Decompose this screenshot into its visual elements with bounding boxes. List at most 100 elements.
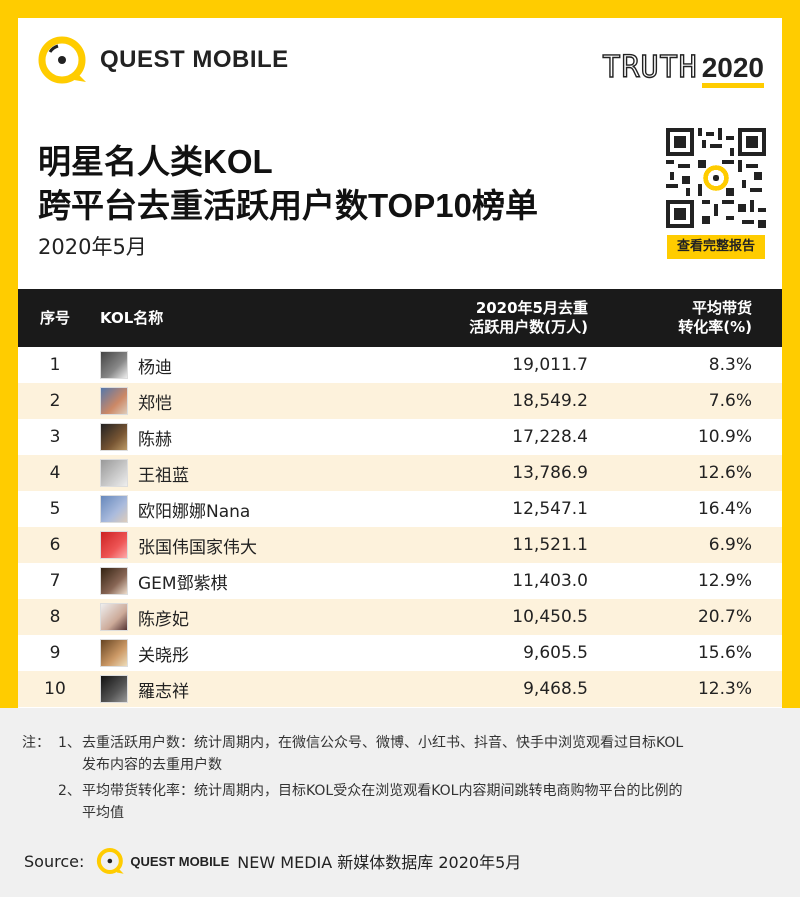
page-title: 明星名人类KOL 跨平台去重活跃用户数TOP10榜单	[38, 140, 538, 228]
kol-name: 郑恺	[138, 393, 172, 414]
kol-ranking-table: 序号 KOL名称 2020年5月去重 活跃用户数(万人) 平均带货 转化率(%)…	[18, 289, 782, 707]
avatar	[100, 675, 128, 703]
table-header-row: 序号 KOL名称 2020年5月去重 活跃用户数(万人) 平均带货 转化率(%)	[18, 289, 782, 347]
rate-cell: 6.9%	[708, 535, 752, 555]
table-row: 9 关晓彤 9,605.5 15.6%	[18, 635, 782, 671]
rank-cell: 9	[49, 643, 61, 663]
note-2-line-1: 平均带货转化率：统计周期内，目标KOL受众在浏览观看KOL内容期间跳转电商购物平…	[82, 783, 683, 799]
avatar	[100, 639, 128, 667]
avatar	[100, 351, 128, 379]
users-cell: 19,011.7	[512, 355, 588, 375]
rate-cell: 15.6%	[697, 643, 752, 663]
rate-cell: 12.3%	[697, 679, 752, 699]
quest-mobile-logo: QUEST MOBILE	[38, 34, 289, 86]
avatar	[100, 567, 128, 595]
notes-section: 注： 1、 去重活跃用户数：统计周期内，在微信公众号、微博、小红书、抖音、快手中…	[0, 708, 800, 897]
name-cell: GEM鄧紫棋	[92, 563, 422, 599]
source-database: NEW MEDIA 新媒体数据库 2020年5月	[237, 853, 522, 872]
table-row: 1 杨迪 19,011.7 8.3%	[18, 347, 782, 383]
page-subtitle: 2020年5月	[38, 235, 147, 259]
users-cell: 18,549.2	[512, 391, 588, 411]
title-line-1: 明星名人类KOL	[38, 143, 273, 180]
note-1-number: 1、	[58, 735, 81, 751]
name-cell: 郑恺	[92, 383, 422, 419]
source-line: Source: QUEST MOBILE NEW MEDIA 新媒体数据库 20…	[24, 846, 521, 876]
truth-word: TRUTH	[602, 49, 698, 85]
rank-cell: 3	[49, 427, 61, 447]
kol-name: 陈赫	[138, 429, 172, 450]
kol-name: 张国伟国家伟大	[138, 537, 257, 558]
kol-name: 杨迪	[138, 357, 172, 378]
rate-cell: 16.4%	[697, 499, 752, 519]
kol-name: 欧阳娜娜Nana	[138, 501, 251, 522]
table-row: 7 GEM鄧紫棋 11,403.0 12.9%	[18, 563, 782, 599]
users-cell: 13,786.9	[512, 463, 588, 483]
table-row: 2 郑恺 18,549.2 7.6%	[18, 383, 782, 419]
name-cell: 羅志祥	[92, 671, 422, 707]
kol-name: GEM鄧紫棋	[138, 573, 228, 594]
note-2-line-2: 平均值	[82, 805, 124, 821]
header-users-line-1: 2020年5月去重	[475, 299, 588, 317]
source-logo-text: QUEST MOBILE	[130, 853, 230, 869]
logo-text: QUEST MOBILE	[100, 46, 289, 73]
table-row: 4 王祖蓝 13,786.9 12.6%	[18, 455, 782, 491]
rank-cell: 1	[49, 355, 61, 375]
rank-cell: 7	[49, 571, 61, 591]
header-rate-line-2: 转化率(%)	[678, 318, 752, 336]
table-row: 5 欧阳娜娜Nana 12,547.1 16.4%	[18, 491, 782, 527]
view-full-report-button[interactable]: 查看完整报告	[667, 235, 765, 259]
name-cell: 陈彦妃	[92, 599, 422, 635]
title-line-2: 跨平台去重活跃用户数TOP10榜单	[38, 187, 538, 224]
rate-cell: 20.7%	[697, 607, 752, 627]
users-cell: 9,605.5	[523, 643, 588, 663]
rate-cell: 7.6%	[708, 391, 752, 411]
rank-cell: 5	[49, 499, 61, 519]
users-cell: 12,547.1	[512, 499, 588, 519]
name-cell: 王祖蓝	[92, 455, 422, 491]
rank-cell: 8	[49, 607, 61, 627]
users-cell: 10,450.5	[512, 607, 588, 627]
truth-year: 2020	[701, 53, 764, 88]
table-row: 10 羅志祥 9,468.5 12.3%	[18, 671, 782, 707]
rank-cell: 6	[49, 535, 61, 555]
avatar	[100, 387, 128, 415]
users-cell: 9,468.5	[523, 679, 588, 699]
header-users-line-2: 活跃用户数(万人)	[469, 318, 588, 336]
header-rank: 序号	[39, 308, 70, 327]
users-cell: 17,228.4	[512, 427, 588, 447]
notes-prefix: 注：	[22, 735, 50, 751]
note-2-number: 2、	[58, 783, 81, 799]
quest-mobile-logo-icon	[38, 36, 86, 84]
name-cell: 关晓彤	[92, 635, 422, 671]
kol-name: 羅志祥	[138, 681, 189, 702]
rank-cell: 10	[44, 679, 66, 699]
rank-cell: 4	[49, 463, 61, 483]
avatar	[100, 531, 128, 559]
avatar	[100, 459, 128, 487]
name-cell: 张国伟国家伟大	[92, 527, 422, 563]
header-rate-line-1: 平均带货	[691, 299, 752, 317]
rank-cell: 2	[49, 391, 61, 411]
header-rate: 平均带货 转化率(%)	[602, 289, 782, 347]
users-cell: 11,521.1	[512, 535, 588, 555]
avatar	[100, 495, 128, 523]
quest-mobile-small-logo-icon	[97, 848, 125, 874]
table-row: 3 陈赫 17,228.4 10.9%	[18, 419, 782, 455]
source-label: Source:	[24, 851, 85, 871]
note-1-line-2: 发布内容的去重用户数	[82, 757, 222, 773]
kol-name: 关晓彤	[138, 645, 189, 666]
rate-cell: 10.9%	[697, 427, 752, 447]
kol-name: 王祖蓝	[138, 465, 189, 486]
avatar	[100, 603, 128, 631]
name-cell: 陈赫	[92, 419, 422, 455]
name-cell: 杨迪	[92, 347, 422, 383]
qr-code-icon[interactable]	[666, 128, 766, 228]
note-1-line-1: 去重活跃用户数：统计周期内，在微信公众号、微博、小红书、抖音、快手中浏览观看过目…	[82, 735, 684, 751]
truth-2020-badge: TRUTH 2020	[602, 49, 764, 88]
rate-cell: 8.3%	[708, 355, 752, 375]
report-card: QUEST MOBILE TRUTH 2020 明星名人类KOL 跨平台去重活跃…	[18, 18, 782, 708]
name-cell: 欧阳娜娜Nana	[92, 491, 422, 527]
table-row: 6 张国伟国家伟大 11,521.1 6.9%	[18, 527, 782, 563]
header-name: KOL名称	[100, 308, 164, 327]
kol-name: 陈彦妃	[138, 609, 189, 630]
